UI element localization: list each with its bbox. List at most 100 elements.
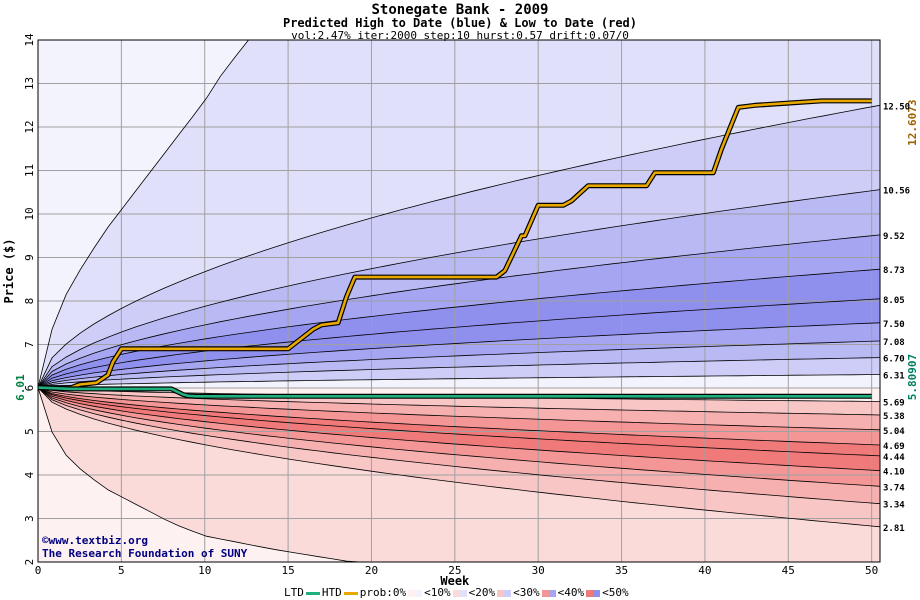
quantile-end-label: 9.52 — [883, 232, 905, 242]
quantile-end-label: 8.73 — [883, 266, 905, 276]
x-tick-label: 50 — [865, 564, 878, 577]
quantile-curve — [37, 374, 881, 388]
y-tick-label: 10 — [23, 207, 36, 220]
quantile-end-label: 6.70 — [883, 355, 905, 365]
credit: ©www.textbiz.org The Research Foundation… — [42, 534, 247, 560]
legend-prob0-label: prob:0% — [359, 586, 407, 599]
ltd-end-label: 5.80907 — [906, 354, 919, 400]
legend-50-swatch — [586, 589, 601, 597]
copyright-icon: © — [42, 534, 49, 547]
x-tick-label: 40 — [698, 564, 711, 577]
quantile-curve — [37, 387, 881, 487]
quantile-curve — [37, 387, 881, 472]
x-axis-title: Week — [440, 574, 470, 588]
quantile-end-label: 12.50 — [883, 102, 910, 112]
legend-50-label: <50% — [602, 586, 629, 599]
x-tick-label: 20 — [365, 564, 378, 577]
x-tick-label: 35 — [615, 564, 628, 577]
x-tick-label: 30 — [532, 564, 545, 577]
quantile-end-label: 3.34 — [883, 501, 905, 511]
band-high — [38, 341, 880, 388]
legend-10-swatch — [408, 589, 423, 597]
y-tick-label: 9 — [23, 254, 36, 261]
quantile-end-label: 7.50 — [883, 320, 905, 330]
quantile-curve — [37, 387, 881, 416]
x-tick-label: 15 — [281, 564, 294, 577]
quantile-end-label: 4.44 — [883, 453, 905, 463]
y-tick-label: 4 — [23, 471, 36, 478]
band-low — [38, 387, 880, 456]
legend-30-label: <30% — [513, 586, 540, 599]
band-high — [38, 105, 880, 388]
y-tick-label: 8 — [23, 298, 36, 305]
quantile-curve — [37, 189, 881, 388]
axis-labels: 0 5 10 15 20 25 30 35 40 45 50234567891011121314We… — [2, 33, 919, 588]
legend-20-swatch — [452, 589, 467, 597]
quantile-curve — [37, 340, 881, 388]
legend-htd-label: HTD — [321, 586, 342, 599]
chart-title: Stonegate Bank - 2009 — [371, 2, 549, 18]
y-tick-label: 3 — [23, 515, 36, 522]
legend-20-label: <20% — [468, 586, 496, 599]
y-tick-label: 12 — [23, 120, 36, 133]
band-high — [38, 234, 880, 388]
quantile-curve — [37, 387, 881, 457]
axes — [37, 39, 881, 563]
band-low — [38, 387, 880, 527]
chart-subtitle: Predicted High to Date (blue) & Low to D… — [282, 16, 637, 30]
x-tick-label: 0 — [35, 564, 42, 577]
y-tick-label: 14 — [23, 33, 36, 47]
quantile-curve — [37, 234, 881, 388]
quantile-end-label: 5.38 — [883, 412, 905, 422]
series-lines — [37, 98, 872, 399]
quantile-end-label: 4.69 — [883, 442, 905, 452]
quantile-curve — [37, 387, 881, 528]
quantile-end-label: 3.74 — [883, 483, 905, 493]
band-high — [38, 269, 880, 388]
quantile-curve — [37, 298, 881, 388]
legend-ltd-label: LTD — [284, 586, 304, 599]
legend-30-swatch — [497, 589, 512, 597]
y-tick-label: 2 — [23, 559, 36, 566]
quantile-end-label: 2.81 — [883, 524, 905, 534]
quantile-end-label: 5.69 — [883, 398, 905, 408]
legend-ltd-swatch — [305, 591, 320, 595]
htd-line — [38, 99, 872, 389]
y-tick-label: 5 — [23, 428, 36, 435]
legend-40-label: <40% — [557, 586, 585, 599]
quantile-curve — [37, 268, 881, 388]
quantile-end-label: 7.08 — [883, 338, 905, 348]
band-low — [38, 387, 880, 487]
quantile-end-label: 5.04 — [883, 427, 905, 437]
y-tick-label: 13 — [23, 77, 36, 90]
band-high — [38, 322, 880, 388]
quantile-end-label: 10.56 — [883, 187, 910, 197]
legend-40-swatch — [541, 589, 556, 597]
x-tick-label: 5 — [118, 564, 125, 577]
start-price-label: 6.01 — [14, 374, 27, 401]
quantile-end-label: 8.05 — [883, 296, 905, 306]
band-low — [38, 387, 880, 445]
legend-10-label: <10% — [424, 586, 451, 599]
quantile-curve — [37, 357, 881, 388]
quantile-curve — [37, 322, 881, 388]
band-low — [38, 387, 880, 471]
quantile-curve — [37, 387, 881, 431]
y-tick-label: 7 — [23, 341, 36, 348]
quantile-curve — [37, 104, 881, 388]
plot-frame — [37, 39, 881, 563]
band-low — [38, 387, 880, 430]
band-high — [38, 189, 880, 388]
y-tick-label: 6 — [23, 385, 36, 392]
credit-url[interactable]: www.textbiz.org — [48, 534, 148, 547]
htd-end-label: 12.6073 — [906, 99, 919, 145]
quantile-end-label: 4.10 — [883, 468, 905, 478]
y-tick-label: 11 — [23, 164, 36, 177]
y-axis-title: Price ($) — [2, 238, 16, 303]
credit-org: The Research Foundation of SUNY — [42, 547, 248, 560]
quantile-curve — [37, 387, 881, 505]
quantile-curve — [37, 387, 881, 446]
simulation-params: vol:2.47% iter:2000 step:10 hurst:0.57 d… — [291, 29, 629, 42]
band-high — [38, 357, 880, 388]
